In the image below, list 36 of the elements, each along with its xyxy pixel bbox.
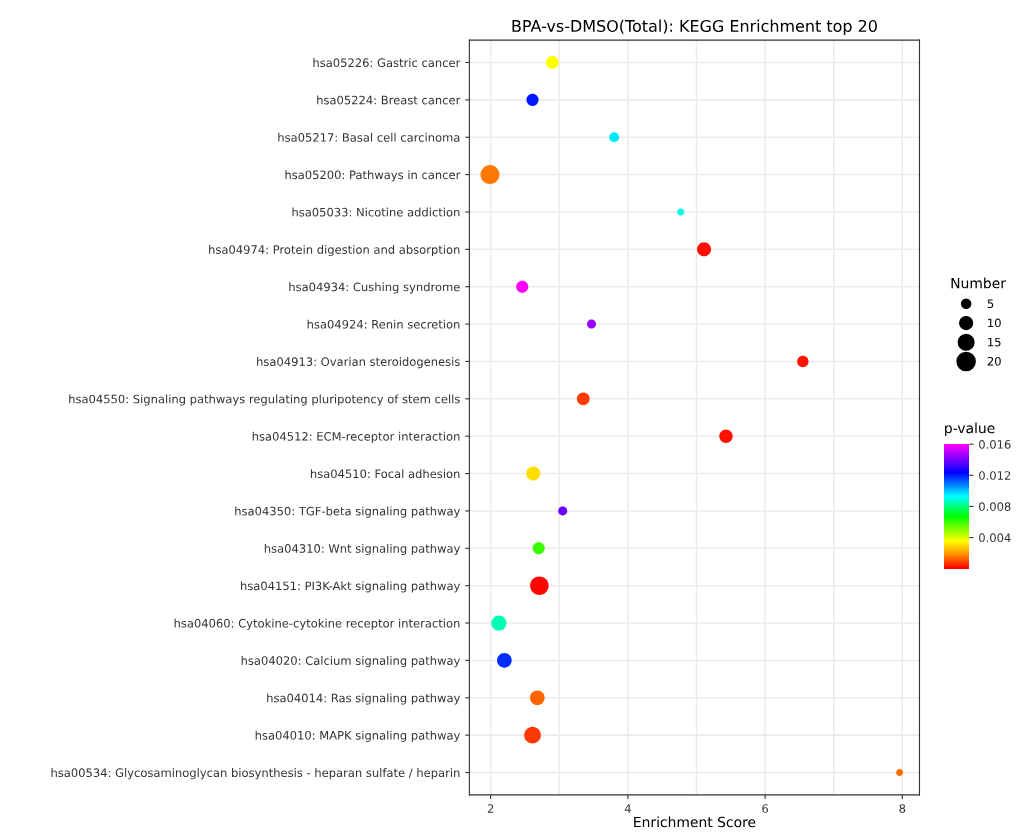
- y-tick-label: hsa04151: PI3K-Akt signaling pathway: [241, 581, 461, 593]
- y-tick-label: hsa04512: ECM-receptor interaction: [252, 431, 460, 443]
- y-tick-label: hsa04310: Wnt signaling pathway: [264, 543, 461, 556]
- y-tick-label: hsa05224: Breast cancer: [317, 95, 461, 105]
- legend-label: 10: [988, 318, 1001, 328]
- x-tick-label: 8: [899, 804, 906, 813]
- y-tick-label: hsa04974: Protein digestion and absorption: [209, 244, 460, 257]
- y-tick-label: hsa04934: Cushing syndrome: [289, 282, 460, 294]
- y-tick-label: hsa00534: Glycosaminoglycan biosynthesis - heparan sulfate / heparin: [51, 768, 460, 780]
- y-tick-label: hsa04550: Signaling pathways regulating pluripotency of stem cells: [69, 394, 460, 406]
- y-tick-label: hsa04913: Ovarian steroidogenesis: [257, 357, 460, 369]
- chart-title: BPA-vs-DMSO(Total): KEGG Enrichment top 20: [512, 19, 877, 36]
- legend-label: 15: [988, 337, 1001, 347]
- x-tick-label: 2: [487, 804, 494, 813]
- y-tick-label: hsa04510: Focal adhesion: [310, 469, 460, 479]
- y-tick-label: hsa05226: Gastric cancer: [313, 58, 461, 68]
- y-tick-label: hsa04350: TGF-beta signaling pathway: [235, 506, 461, 518]
- legend-title: Number: [951, 277, 1006, 289]
- color-bar-label: 0.004: [979, 533, 1011, 543]
- y-tick-label: hsa04020: Calcium signaling pathway: [241, 656, 461, 668]
- color-bar-title: p-value: [945, 422, 995, 436]
- x-tick-label: 4: [624, 804, 631, 813]
- color-bar-label: 0.008: [979, 502, 1011, 511]
- y-tick-label: hsa05200: Pathways in cancer: [285, 170, 461, 182]
- y-tick-label: hsa04010: MAPK signaling pathway: [255, 730, 461, 742]
- y-tick-label: hsa04924: Renin secretion: [307, 319, 460, 329]
- legend-label: 5: [987, 299, 994, 309]
- color-bar-label: 0.012: [979, 471, 1011, 480]
- y-tick-label: hsa05033: Nicotine addiction: [292, 207, 460, 217]
- legend-label: 20: [987, 356, 1001, 366]
- y-tick-label: hsa04014: Ras signaling pathway: [267, 693, 461, 705]
- y-tick-label: hsa05217: Basal cell carcinoma: [278, 132, 460, 142]
- x-tick-label: 6: [762, 804, 769, 813]
- y-tick-label: hsa04060: Cytokine-cytokine receptor interaction: [174, 618, 460, 630]
- color-bar-label: 0.016: [979, 440, 1011, 449]
- x-axis-title: Enrichment Score: [634, 816, 756, 828]
